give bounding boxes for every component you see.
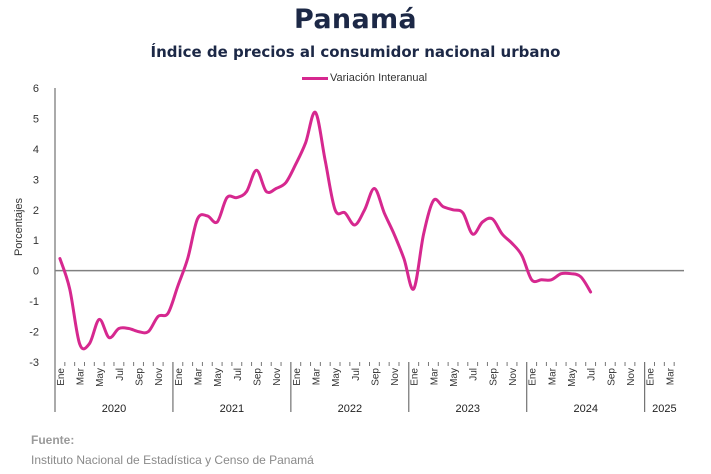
y-tick-label: 5 [33,113,39,125]
month-label: Nov [390,368,401,386]
legend-swatch [302,76,328,80]
y-tick-label: 4 [33,144,39,156]
legend-label: Variación Interanual [330,72,428,84]
y-tick-label: 0 [33,266,39,278]
y-tick-label: -2 [29,327,39,339]
month-label: Sep [606,368,617,386]
month-label: Ene [292,368,303,386]
chart-title: Panamá [294,4,417,35]
year-label: 2024 [573,403,597,415]
month-label: Jul [469,368,480,381]
month-label: May [213,368,224,387]
month-label: Mar [76,367,87,385]
month-label: Ene [528,368,539,386]
legend: Variación Interanual [302,72,427,84]
month-label: Jul [587,368,598,381]
source-text: Instituto Nacional de Estadística y Cens… [31,453,314,467]
year-label: 2020 [102,403,126,415]
month-label: Mar [547,367,558,385]
year-label: 2022 [338,403,362,415]
month-label: Mar [429,367,440,385]
month-label: Mar [311,367,322,385]
month-label: Nov [154,368,165,386]
month-label: May [567,368,578,387]
month-label: May [449,368,460,387]
chart-subtitle: Índice de precios al consumidor nacional… [150,43,561,61]
axes: -3 -2 -1 0 1 2 3 4 5 6 Ene Mar May Jul Sep Nov 2020 Ene Ma… [29,83,676,415]
month-label: Jul [233,368,244,381]
month-label: Jul [115,368,126,381]
source-label: Fuente: [31,433,75,447]
month-label: Mar [194,367,205,385]
y-tick-label: -3 [29,357,39,369]
y-tick-label: 1 [33,235,39,247]
month-label: Nov [626,368,637,386]
series-group [58,110,593,351]
month-label: May [331,368,342,387]
y-tick-label: 3 [33,174,39,186]
month-label: Sep [488,368,499,386]
month-label: Sep [370,368,381,386]
month-label: May [95,368,106,387]
y-axis-label: Porcentajes [13,197,25,256]
month-label: Ene [646,368,657,386]
y-tick-label: 6 [33,83,39,95]
year-label: 2025 [652,403,676,415]
month-label: Ene [410,368,421,386]
series-line [58,110,593,351]
month-label: Sep [135,368,146,386]
month-label: Nov [508,368,519,386]
month-label: Ene [174,368,185,386]
month-label: Mar [665,367,676,385]
month-label: Sep [252,368,263,386]
y-tick-label: 2 [33,205,39,217]
month-label: Ene [56,368,67,386]
month-label: Nov [272,368,283,386]
y-tick-label: -1 [29,296,39,308]
year-label: 2023 [456,403,480,415]
year-label: 2021 [220,403,244,415]
month-label: Jul [351,368,362,381]
